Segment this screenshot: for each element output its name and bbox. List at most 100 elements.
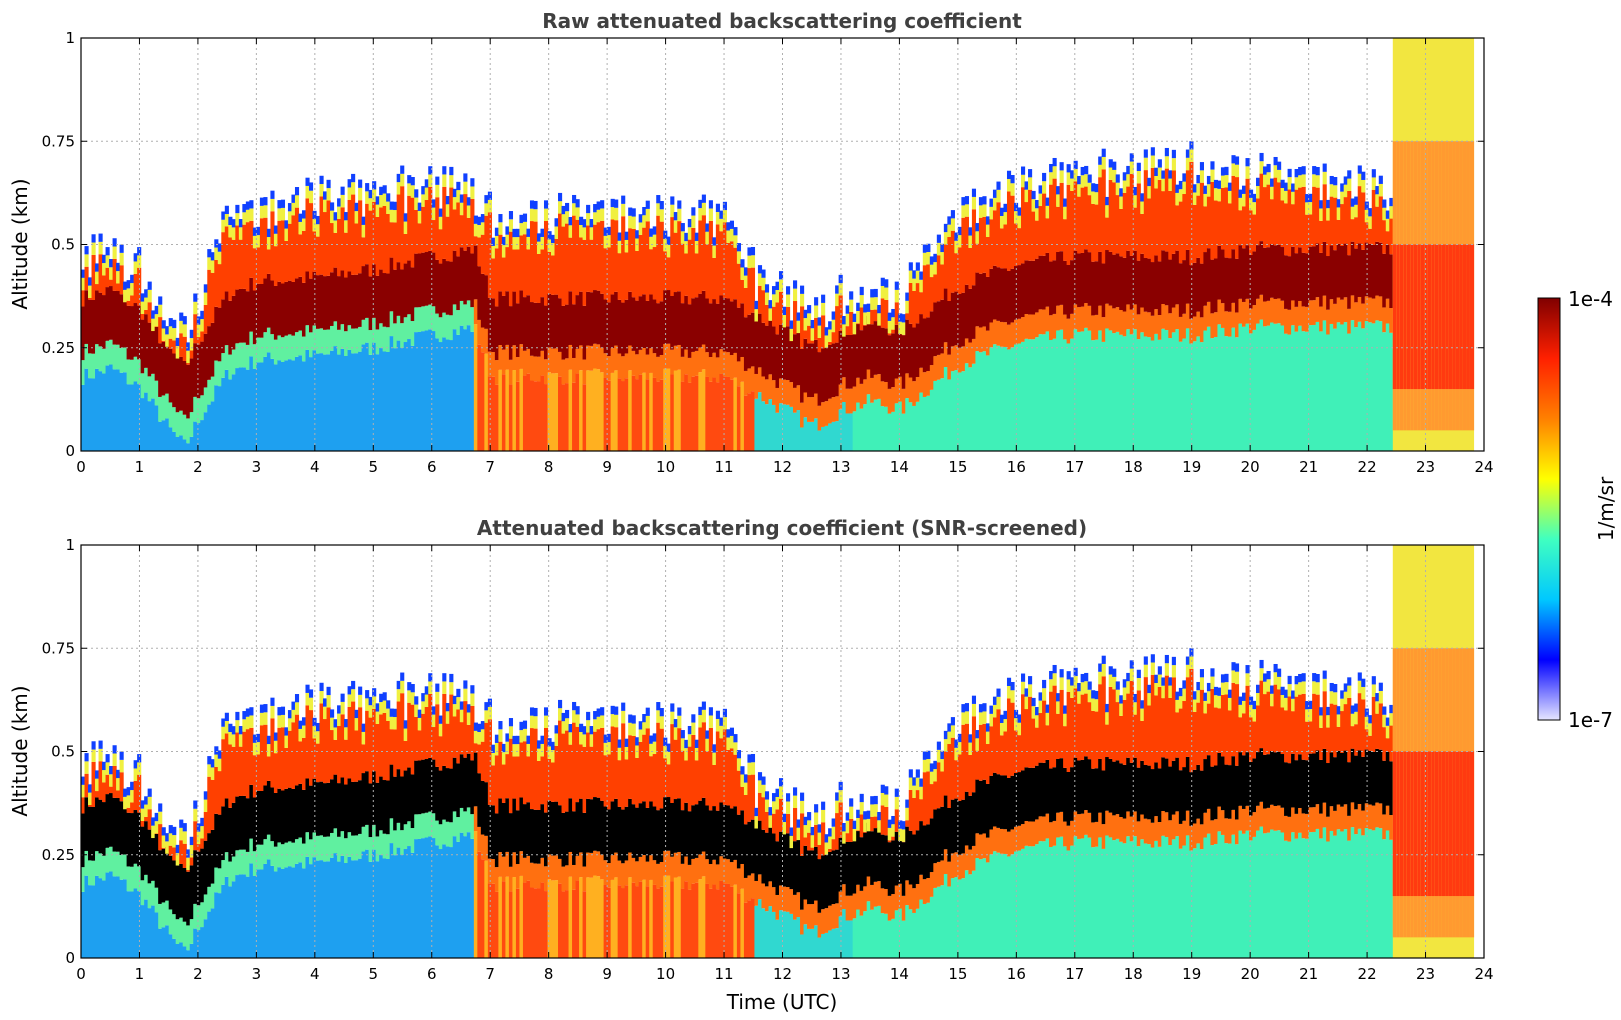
heatmap-cell bbox=[624, 885, 629, 958]
heatmap-cell bbox=[1241, 692, 1247, 701]
heatmap-cell bbox=[1287, 675, 1292, 685]
heatmap-cell bbox=[259, 197, 264, 206]
heatmap-cell bbox=[978, 352, 984, 451]
heatmap-cell bbox=[245, 201, 250, 210]
heatmap-cell bbox=[140, 808, 145, 821]
heatmap-cell bbox=[1052, 664, 1057, 674]
heatmap-cell bbox=[733, 884, 738, 958]
heatmap-cell bbox=[551, 741, 556, 751]
heatmap-cell bbox=[186, 443, 191, 451]
heatmap-cell bbox=[1168, 190, 1173, 260]
heatmap-cell bbox=[200, 838, 205, 849]
heatmap-cell bbox=[519, 797, 524, 852]
heatmap-cell bbox=[330, 779, 335, 833]
heatmap-cell bbox=[403, 263, 408, 318]
heatmap-cell bbox=[1371, 177, 1376, 190]
heatmap-cell bbox=[305, 177, 310, 186]
heatmap-cell bbox=[91, 353, 96, 379]
heatmap-cell bbox=[210, 260, 215, 273]
heatmap-cell bbox=[1315, 166, 1320, 176]
heatmap-cell bbox=[1245, 298, 1250, 324]
heatmap-cell bbox=[158, 903, 163, 929]
heatmap-cell bbox=[1210, 338, 1215, 451]
heatmap-cell bbox=[922, 252, 927, 266]
heatmap-cell bbox=[533, 863, 538, 889]
heatmap-cell bbox=[417, 202, 422, 211]
heatmap-cell bbox=[165, 900, 170, 926]
heatmap-cell bbox=[280, 727, 286, 791]
heatmap-cell bbox=[1294, 676, 1299, 685]
heatmap-cell bbox=[224, 721, 229, 734]
heatmap-cell bbox=[835, 928, 840, 958]
heatmap-cell bbox=[238, 227, 243, 240]
heatmap-cell bbox=[547, 800, 552, 855]
heatmap-cell bbox=[98, 748, 103, 762]
heatmap-cell bbox=[1385, 298, 1390, 324]
heatmap-cell bbox=[579, 216, 584, 226]
heatmap-cell bbox=[347, 778, 352, 833]
heatmap-cell bbox=[621, 302, 626, 357]
heatmap-cell bbox=[1347, 697, 1352, 763]
heatmap-cell bbox=[491, 744, 496, 753]
heatmap-cell bbox=[372, 688, 377, 697]
heatmap-cell bbox=[105, 267, 110, 288]
heatmap-cell bbox=[1164, 663, 1169, 676]
heatmap-cell bbox=[761, 908, 766, 958]
heatmap-cell bbox=[845, 413, 850, 451]
heatmap-cell bbox=[1220, 303, 1226, 328]
heatmap-cell bbox=[694, 232, 699, 241]
heatmap-cell bbox=[316, 782, 321, 836]
heatmap-cell bbox=[1143, 818, 1148, 844]
heatmap-cell bbox=[1185, 170, 1190, 250]
heatmap-cell bbox=[835, 903, 840, 929]
heatmap-cell bbox=[95, 368, 100, 451]
heatmap-cell bbox=[470, 693, 475, 706]
heatmap-cell bbox=[270, 705, 275, 719]
heatmap-cell bbox=[1070, 697, 1075, 768]
heatmap-cell bbox=[533, 381, 538, 451]
heatmap-cell bbox=[1014, 211, 1019, 224]
heatmap-cell bbox=[330, 857, 335, 958]
heatmap-cell bbox=[98, 761, 103, 800]
heatmap-cell bbox=[498, 721, 503, 730]
heatmap-cell bbox=[140, 826, 145, 881]
heatmap-cell bbox=[621, 216, 626, 303]
heatmap-cell bbox=[807, 421, 812, 451]
heatmap-cell bbox=[915, 769, 920, 778]
heatmap-cell bbox=[940, 243, 945, 253]
heatmap-cell bbox=[943, 342, 948, 368]
heatmap-cell bbox=[579, 744, 584, 799]
heatmap-cell bbox=[1108, 837, 1113, 958]
heatmap-cell bbox=[421, 186, 426, 195]
heatmap-cell bbox=[757, 874, 763, 900]
heatmap-cell bbox=[652, 733, 657, 742]
heatmap-cell bbox=[1189, 141, 1194, 150]
heatmap-cell bbox=[1273, 323, 1278, 451]
heatmap-cell bbox=[161, 420, 166, 451]
heatmap-cell bbox=[554, 725, 559, 734]
heatmap-cell bbox=[1080, 306, 1085, 332]
heatmap-cell bbox=[301, 717, 307, 726]
heatmap-cell bbox=[1368, 228, 1373, 244]
heatmap-cell bbox=[915, 262, 920, 271]
heatmap-cell bbox=[824, 401, 829, 426]
heatmap-cell bbox=[1227, 336, 1233, 451]
x-tick-label: 5 bbox=[369, 458, 379, 476]
heatmap-cell bbox=[344, 355, 349, 451]
heatmap-cell bbox=[84, 875, 89, 958]
heatmap-cell bbox=[607, 302, 612, 357]
heatmap-cell bbox=[642, 855, 647, 880]
heatmap-cell bbox=[978, 197, 984, 206]
heatmap-cell bbox=[491, 298, 496, 353]
heatmap-cell bbox=[866, 315, 871, 370]
heatmap-cell bbox=[456, 697, 461, 710]
heatmap-cell bbox=[175, 346, 180, 359]
heatmap-cell bbox=[1014, 851, 1019, 958]
heatmap-cell bbox=[1024, 845, 1029, 958]
heatmap-cell bbox=[936, 749, 941, 763]
heatmap-cell bbox=[793, 301, 798, 335]
heatmap-cell bbox=[964, 870, 969, 958]
heatmap-cell bbox=[1294, 760, 1299, 814]
heatmap-cell bbox=[1182, 313, 1187, 339]
heatmap-cell bbox=[351, 274, 356, 329]
